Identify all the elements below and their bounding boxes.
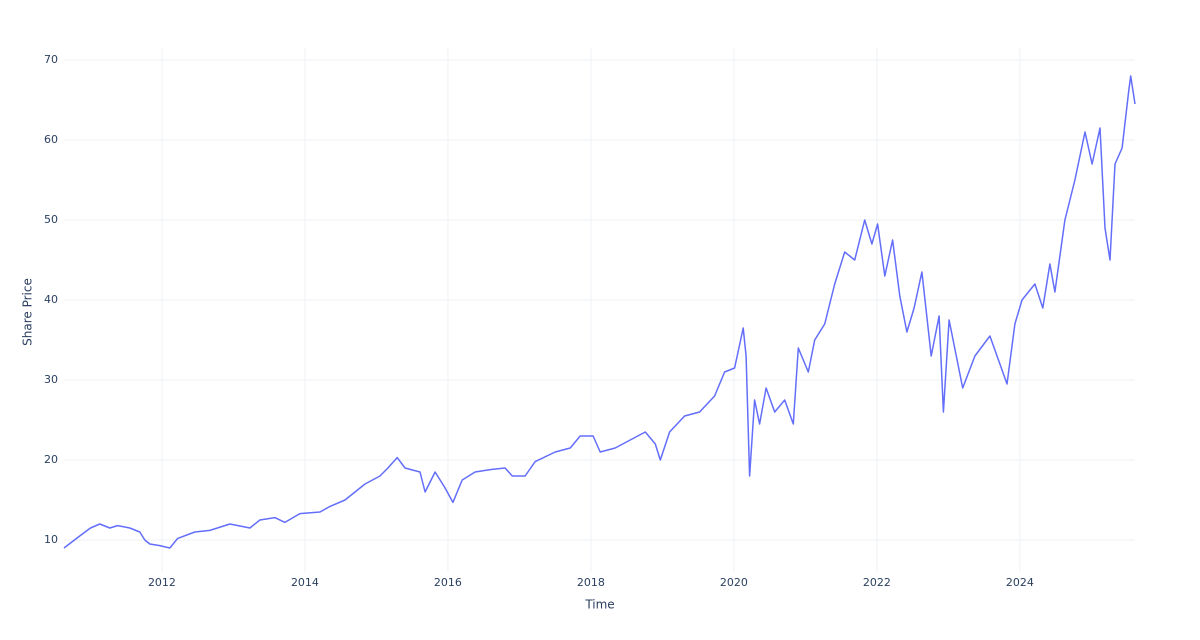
x-tick-label: 2016 — [434, 576, 462, 589]
x-tick-label: 2018 — [577, 576, 605, 589]
x-tick-label: 2020 — [720, 576, 748, 589]
y-axis-title: Share Price — [21, 278, 35, 346]
x-tick-label: 2012 — [148, 576, 176, 589]
x-axis-title: Time — [584, 598, 614, 612]
price-line — [63, 75, 1136, 549]
y-tick-label: 60 — [44, 133, 58, 146]
y-tick-label: 20 — [44, 453, 58, 466]
y-tick-label: 70 — [44, 53, 58, 66]
x-tick-label: 2024 — [1006, 576, 1034, 589]
y-tick-label: 40 — [44, 293, 58, 306]
y-tick-label: 30 — [44, 373, 58, 386]
y-tick-label: 50 — [44, 213, 58, 226]
x-tick-label: 2022 — [863, 576, 891, 589]
x-tick-label: 2014 — [291, 576, 319, 589]
y-tick-label: 10 — [44, 533, 58, 546]
